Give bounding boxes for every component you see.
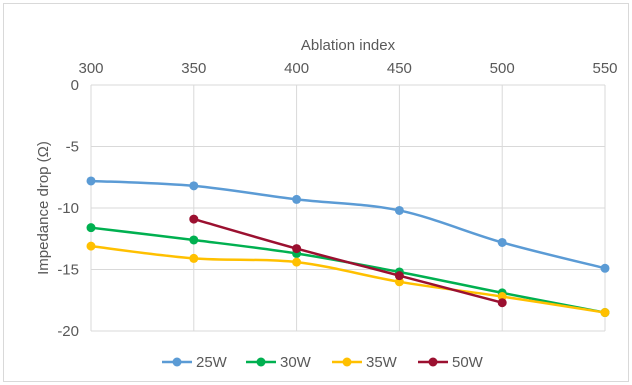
legend-marker: [172, 357, 182, 367]
data-point: [86, 241, 96, 251]
data-point: [86, 176, 96, 186]
gridlines: [90, 84, 606, 332]
legend-label: 35W: [366, 354, 398, 371]
y-tick-label: -15: [57, 262, 79, 279]
data-point: [497, 237, 507, 247]
legend-marker: [342, 357, 352, 367]
legend: 25W 30W 35W 50W: [162, 354, 484, 371]
legend-item-25W: 25W: [162, 354, 228, 371]
series-50W: [189, 214, 507, 308]
y-tick-label: 0: [71, 77, 79, 94]
y-tick-labels: 0 -5 -10 -15 -20: [57, 77, 79, 340]
x-tick-label: 450: [387, 60, 412, 77]
data-point: [394, 271, 404, 281]
data-point: [394, 205, 404, 215]
legend-item-30W: 30W: [246, 354, 312, 371]
series-line: [90, 244, 606, 314]
y-tick-label: -10: [57, 200, 79, 217]
legend-label: 30W: [280, 354, 312, 371]
legend-item-50W: 50W: [418, 354, 484, 371]
series-lines: [86, 176, 610, 318]
data-point: [497, 292, 507, 302]
legend-label: 50W: [452, 354, 484, 371]
data-point: [497, 298, 507, 308]
legend-marker: [256, 357, 266, 367]
data-point: [86, 223, 96, 233]
legend-marker: [428, 357, 438, 367]
y-tick-label: -5: [66, 139, 79, 156]
x-tick-label: 550: [592, 60, 617, 77]
data-point: [292, 244, 302, 254]
data-point: [189, 181, 199, 191]
series-35W: [86, 241, 610, 318]
x-tick-label: 400: [284, 60, 309, 77]
x-axis-title: Ablation index: [301, 37, 396, 54]
legend-item-35W: 35W: [332, 354, 398, 371]
x-tick-labels: 300 350 400 450 500 550: [78, 60, 617, 77]
data-point: [189, 235, 199, 245]
data-point: [292, 194, 302, 204]
data-point: [189, 253, 199, 263]
chart-frame: [3, 3, 629, 382]
data-point: [189, 214, 199, 224]
x-tick-label: 500: [490, 60, 515, 77]
x-tick-label: 300: [78, 60, 103, 77]
data-point: [600, 308, 610, 318]
series-line: [193, 217, 503, 304]
data-point: [292, 257, 302, 267]
x-tick-label: 350: [181, 60, 206, 77]
y-axis-title: Impedance drop (Ω): [35, 141, 52, 275]
data-point: [600, 263, 610, 273]
data-point: [394, 277, 404, 287]
series-line: [90, 179, 606, 270]
series-25W: [86, 176, 610, 273]
y-tick-label: -20: [57, 323, 79, 340]
legend-label: 25W: [196, 354, 228, 371]
